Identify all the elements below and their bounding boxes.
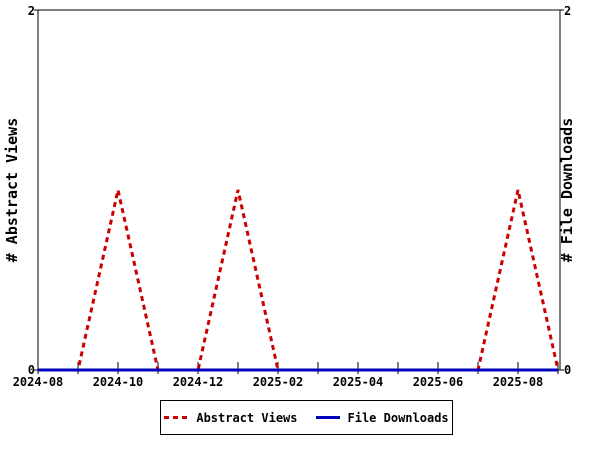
x-axis-label: 2025-02: [253, 375, 304, 389]
abstract-views-line-swatch: [164, 416, 189, 419]
y-tick-label-right-bottom: 0: [564, 363, 571, 377]
x-axis-label: 2024-12: [173, 375, 224, 389]
legend-label-file-downloads: File Downloads: [347, 410, 449, 425]
x-axis-label: 2025-06: [413, 375, 464, 389]
legend: Abstract Views File Downloads: [160, 400, 453, 435]
y-axis-ticks: [34, 9, 564, 371]
y-tick-label-left-top: 2: [28, 4, 35, 18]
x-axis-ticks: [37, 362, 559, 374]
file-downloads-line-swatch: [315, 416, 340, 419]
x-axis-label: 2024-08: [13, 375, 64, 389]
y-tick-label-left-bottom: 0: [28, 363, 35, 377]
y-tick-label-right-top: 2: [564, 4, 571, 18]
legend-item-file-downloads: File Downloads: [315, 410, 449, 425]
plot-border: [37, 9, 561, 371]
legend-label-abstract-views: Abstract Views: [196, 410, 298, 425]
y-axis-title-right: # File Downloads: [558, 118, 576, 263]
x-axis-label: 2025-08: [493, 375, 544, 389]
y-axis-title-left: # Abstract Views: [3, 118, 21, 263]
x-axis-label: 2024-10: [93, 375, 144, 389]
x-axis-labels: 2024-08 2024-10 2024-12 2025-02 2025-04 2025-…: [13, 375, 544, 389]
abstract-views-line: [38, 189, 560, 372]
legend-item-abstract-views: Abstract Views: [164, 410, 298, 425]
x-axis-label: 2025-04: [333, 375, 384, 389]
